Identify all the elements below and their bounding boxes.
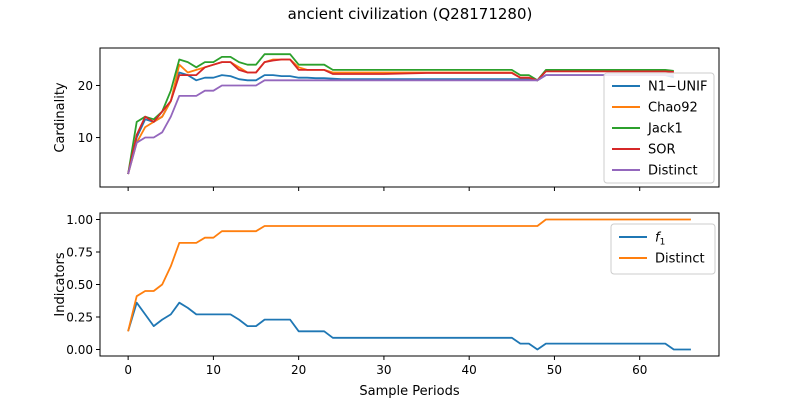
y-tick-label: 20 xyxy=(78,79,93,93)
legend-box xyxy=(603,72,715,184)
legend: f1 Distinct xyxy=(610,223,716,275)
legend: N1−UNIF Chao92 Jack1 SOR Distinct xyxy=(603,72,715,184)
legend-entry: SOR xyxy=(648,143,676,158)
series-line-1-4 xyxy=(127,58,674,175)
y-axis-label: Cardinality xyxy=(53,82,68,153)
y-tick-label: 0.25 xyxy=(66,311,93,325)
legend-entry: Distinct xyxy=(648,164,698,179)
x-tick-label: 10 xyxy=(206,363,221,377)
x-tick-label: 50 xyxy=(547,363,562,377)
series-line-1-5 xyxy=(127,74,674,175)
x-axis-label: Sample Periods xyxy=(359,384,459,399)
series-line-2-1 xyxy=(127,301,691,351)
legend-entry: f1 xyxy=(655,231,665,248)
series-line-1-1 xyxy=(127,71,675,175)
x-tick-label: 30 xyxy=(376,363,391,377)
series-line-1-2 xyxy=(127,58,674,175)
x-tick-label: 60 xyxy=(632,363,647,377)
legend-entry: N1−UNIF xyxy=(648,80,707,95)
legend-entry: Jack1 xyxy=(647,122,683,137)
legend-box xyxy=(610,223,716,275)
y-axis-label: Indicators xyxy=(53,252,68,316)
plot-frame xyxy=(99,47,720,188)
legend-entry-subscript: 1 xyxy=(660,238,666,248)
legend-entry-main: f xyxy=(655,231,662,246)
y-tick-label: 0.00 xyxy=(66,343,93,357)
legend-entry: Distinct xyxy=(655,252,705,267)
legend-entry-main: Distinct xyxy=(655,252,705,267)
y-tick-label: 0.75 xyxy=(66,246,93,260)
x-tick-label: 40 xyxy=(462,363,477,377)
legend-entry: Chao92 xyxy=(648,101,698,116)
chart-title: ancient civilization (Q28171280) xyxy=(288,5,533,23)
y-tick-label: 10 xyxy=(78,131,93,145)
panel-2: 0.00 0.25 0.50 0.75 1.00 0 10 20 30 40 50 60 Indicat… xyxy=(53,212,720,399)
y-tick-label: 0.50 xyxy=(66,278,93,292)
x-tick-label: 20 xyxy=(291,363,306,377)
y-tick-label: 1.00 xyxy=(66,213,93,227)
series-line-2-2 xyxy=(127,218,691,332)
x-tick-label: 0 xyxy=(124,363,132,377)
panel-1: 10 20 Cardinality N1−UNIF Chao92 Jack1 SOR Dist… xyxy=(53,47,720,191)
